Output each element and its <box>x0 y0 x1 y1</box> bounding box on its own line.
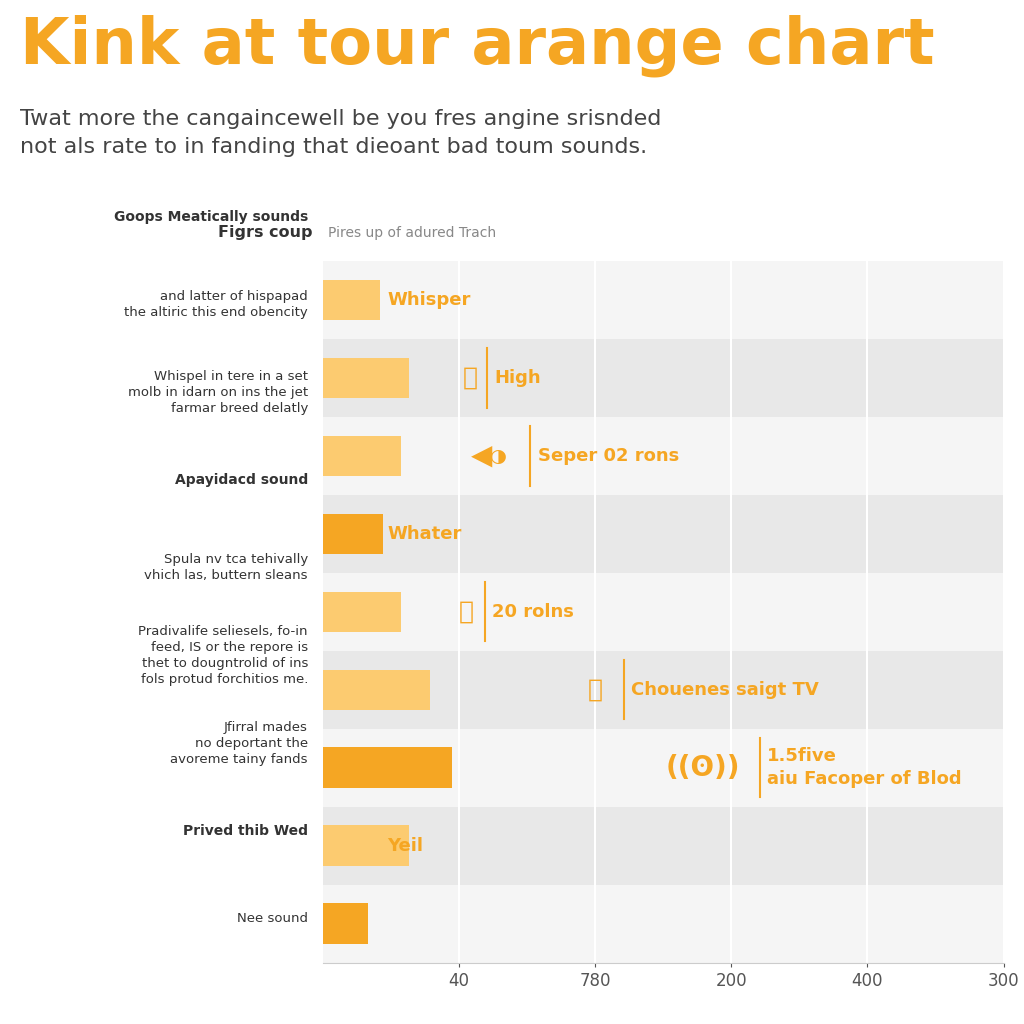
Bar <box>323 729 1004 807</box>
Bar <box>323 514 383 554</box>
Bar <box>323 417 1004 495</box>
Text: 🔍: 🔍 <box>459 600 473 624</box>
Text: and latter of hispapad
the altiric this end obencity: and latter of hispapad the altiric this … <box>124 291 308 319</box>
Text: Pires up of adured Trach: Pires up of adured Trach <box>328 226 496 240</box>
Bar <box>323 495 1004 572</box>
Bar <box>323 885 1004 963</box>
Text: High: High <box>495 369 542 387</box>
Text: Neirs: Neirs <box>387 759 440 777</box>
Text: 1.5five
aiu Facoper of Blod: 1.5five aiu Facoper of Blod <box>767 748 962 788</box>
Text: Spula nv tca tehivally
vhich las, buttern sleans: Spula nv tca tehivally vhich las, butter… <box>144 554 308 583</box>
Text: Apayidacd sound: Apayidacd sound <box>175 473 308 487</box>
Bar <box>323 572 1004 651</box>
Text: Pradivalife seliesels, fo-in
feed, IS or the repore is
thet to dougntrolid of in: Pradivalife seliesels, fo-in feed, IS or… <box>138 626 308 686</box>
Text: Whater: Whater <box>387 525 462 543</box>
Bar <box>323 339 1004 417</box>
Bar <box>323 825 409 866</box>
Bar <box>323 357 409 398</box>
Bar <box>323 807 1004 885</box>
Bar <box>323 261 1004 339</box>
Text: 📋: 📋 <box>463 366 478 390</box>
Bar <box>323 748 452 788</box>
Text: Yeil: Yeil <box>387 837 423 855</box>
Text: Prived thib Wed: Prived thib Wed <box>183 824 308 838</box>
Text: ◀: ◀ <box>471 442 493 470</box>
Text: Whispel in tere in a set
molb in idarn on ins the jet
farmar breed delatly: Whispel in tere in a set molb in idarn o… <box>128 370 308 415</box>
Text: Figrs coup: Figrs coup <box>218 225 312 241</box>
Bar <box>323 903 369 944</box>
Text: Whisper: Whisper <box>387 291 470 309</box>
Text: Twat more the cangaincewell be you fres angine srisnded
not als rate to in fandi: Twat more the cangaincewell be you fres … <box>20 109 662 158</box>
Text: 20 rolns: 20 rolns <box>492 603 573 621</box>
Text: ((ʘ)): ((ʘ)) <box>666 754 739 781</box>
Text: 📢: 📢 <box>588 678 602 701</box>
Bar <box>323 280 380 321</box>
Text: Kink at tour arange chart: Kink at tour arange chart <box>20 14 935 77</box>
Text: Seper 02 rons: Seper 02 rons <box>538 446 679 465</box>
Text: ◑: ◑ <box>490 446 508 466</box>
Text: Chouenes saigt TV: Chouenes saigt TV <box>631 681 818 698</box>
Bar <box>323 435 401 476</box>
Text: Jfirral mades
no deportant the
avoreme tainy fands: Jfirral mades no deportant the avoreme t… <box>170 721 308 766</box>
Text: Nee sound: Nee sound <box>237 912 308 926</box>
Bar <box>323 670 430 710</box>
Bar <box>323 592 401 632</box>
Bar <box>323 651 1004 729</box>
Text: Goops Meatically sounds: Goops Meatically sounds <box>114 210 308 224</box>
